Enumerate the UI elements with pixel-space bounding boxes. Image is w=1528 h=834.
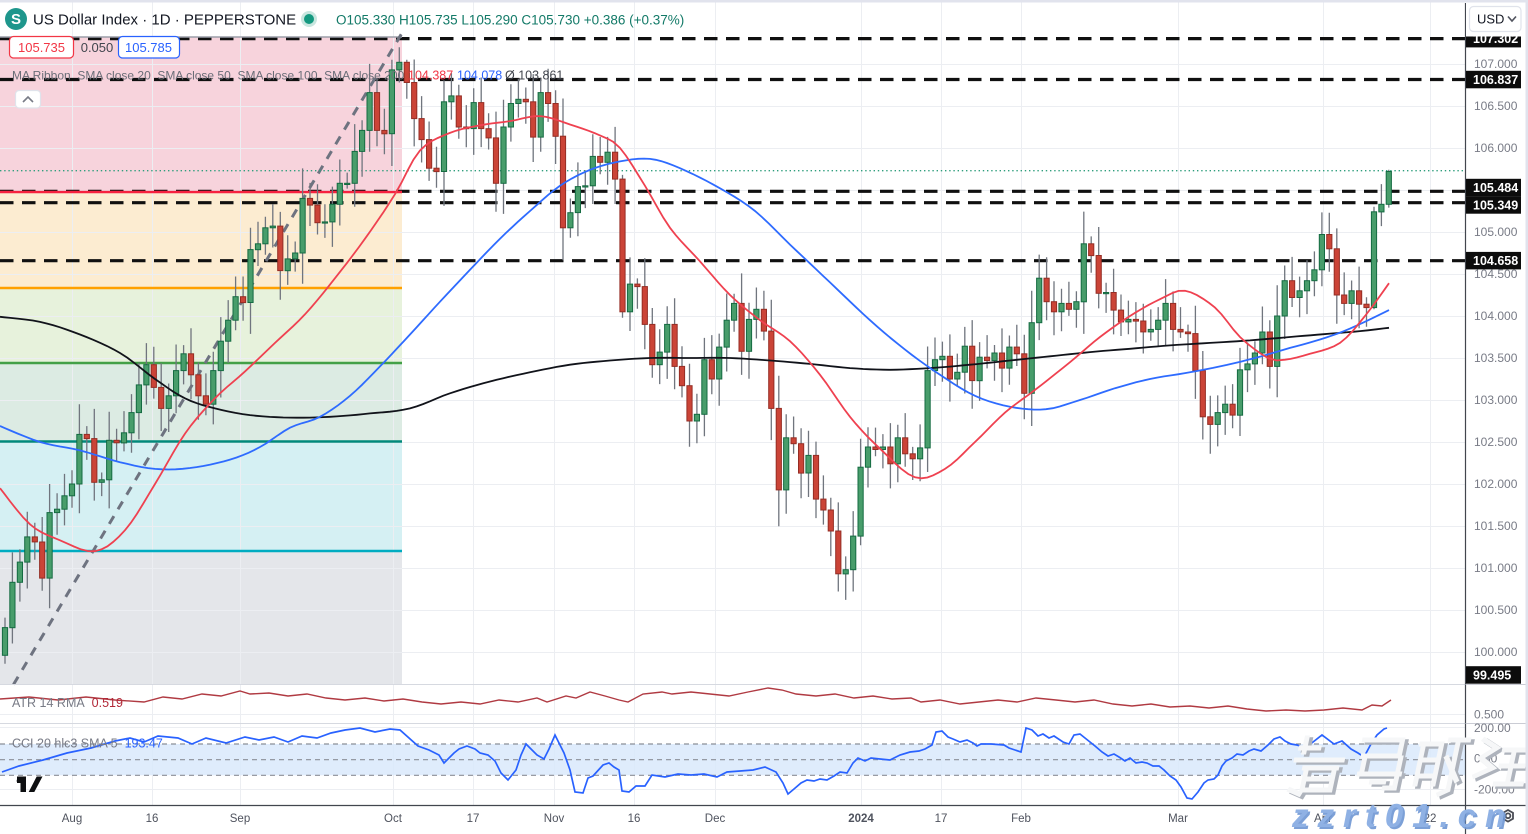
svg-text:105.484: 105.484 <box>1473 181 1518 195</box>
svg-text:103.500: 103.500 <box>1474 351 1518 365</box>
svg-text:17: 17 <box>467 813 480 825</box>
svg-text:S: S <box>11 11 21 28</box>
svg-text:99.495: 99.495 <box>1473 669 1511 683</box>
svg-text:Sep: Sep <box>230 813 250 825</box>
svg-text:106.837: 106.837 <box>1473 73 1518 87</box>
svg-text:0.500: 0.500 <box>1474 708 1504 722</box>
svg-text:100.500: 100.500 <box>1474 603 1518 617</box>
svg-text:102.000: 102.000 <box>1474 477 1518 491</box>
svg-text:MA Ribbon SMA close 20 SMA c: MA Ribbon SMA close 20 SMA close 50 SMA … <box>12 69 405 83</box>
svg-text:101.500: 101.500 <box>1474 519 1518 533</box>
svg-text:107.000: 107.000 <box>1474 57 1518 71</box>
svg-text:16: 16 <box>628 813 641 825</box>
svg-text:106.500: 106.500 <box>1474 99 1518 113</box>
svg-text:US Dollar Index · 1D · PEPPERS: US Dollar Index · 1D · PEPPERSTONE <box>33 12 296 29</box>
svg-text:105.785: 105.785 <box>125 40 172 55</box>
svg-text:102.500: 102.500 <box>1474 435 1518 449</box>
svg-text:Nov: Nov <box>544 813 565 825</box>
svg-text:zzrt01.cn: zzrt01.cn <box>1293 799 1516 834</box>
svg-text:106.000: 106.000 <box>1474 141 1518 155</box>
svg-text:104.000: 104.000 <box>1474 309 1518 323</box>
svg-text:Oct: Oct <box>384 813 403 825</box>
svg-text:105.000: 105.000 <box>1474 225 1518 239</box>
svg-text:Apr: Apr <box>1314 813 1332 825</box>
svg-text:101.000: 101.000 <box>1474 561 1518 575</box>
svg-text:200.00: 200.00 <box>1474 721 1511 735</box>
svg-text:104.078: 104.078 <box>457 69 502 83</box>
svg-text:0.050: 0.050 <box>81 40 114 55</box>
svg-text:104.500: 104.500 <box>1474 267 1518 281</box>
svg-text:Mar: Mar <box>1168 813 1188 825</box>
svg-text:O105.330 H105.735 L105.290 C10: O105.330 H105.735 L105.290 C105.730 +0.3… <box>336 13 684 28</box>
svg-text:103.000: 103.000 <box>1474 393 1518 407</box>
svg-text:22: 22 <box>1424 813 1437 825</box>
svg-text:Aug: Aug <box>62 813 82 825</box>
svg-text:104.387: 104.387 <box>408 69 453 83</box>
svg-text:16: 16 <box>146 813 159 825</box>
svg-text:17: 17 <box>935 813 948 825</box>
svg-text:2024: 2024 <box>848 813 874 825</box>
svg-text:ATR 14 RMA 0.519: ATR 14 RMA 0.519 <box>12 696 123 710</box>
svg-text:CCI 20 hlc3 SMA 5 193.47: CCI 20 hlc3 SMA 5 193.47 <box>12 737 163 751</box>
svg-text:100.000: 100.000 <box>1474 645 1518 659</box>
svg-text:Ø 103.861: Ø 103.861 <box>505 69 563 83</box>
svg-text:zzrt01.cn: zzrt01.cn <box>1291 797 1514 834</box>
svg-text:Feb: Feb <box>1011 813 1031 825</box>
svg-text:105.735: 105.735 <box>18 40 65 55</box>
svg-text:USD: USD <box>1477 12 1504 27</box>
svg-text:104.658: 104.658 <box>1473 254 1518 268</box>
svg-text:105.349: 105.349 <box>1473 198 1518 212</box>
svg-text:Dec: Dec <box>705 813 726 825</box>
